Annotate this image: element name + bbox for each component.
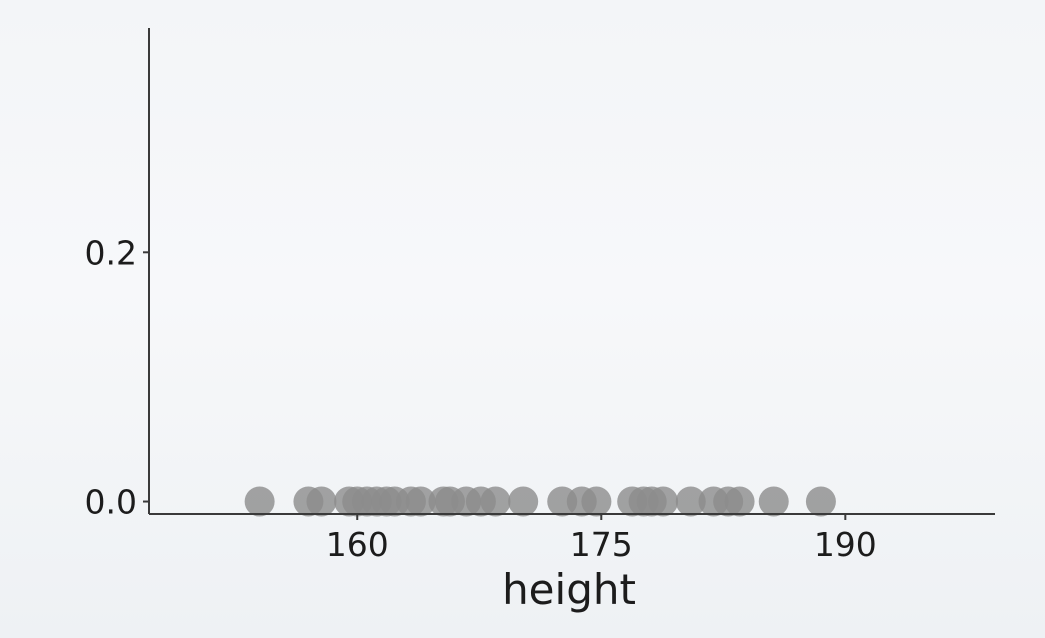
data-point [480,486,511,517]
data-point [306,486,337,517]
data-point [581,486,612,517]
x-tick-label: 190 [814,525,877,564]
y-tick-label: 0.0 [85,483,137,522]
data-points [244,486,836,517]
y-tick-label: 0.2 [85,233,137,272]
x-axis-title: height [502,565,636,614]
data-point [805,486,836,517]
data-point [758,486,789,517]
data-point [675,486,706,517]
x-tick-label: 175 [570,525,633,564]
data-point [244,486,275,517]
data-point [648,486,679,517]
data-point [724,486,755,517]
x-ticks: 160 175 190 [326,514,877,564]
x-tick-label: 160 [326,525,389,564]
data-point [405,486,436,517]
data-point [508,486,539,517]
y-ticks: 0.0 0.2 [85,233,149,522]
